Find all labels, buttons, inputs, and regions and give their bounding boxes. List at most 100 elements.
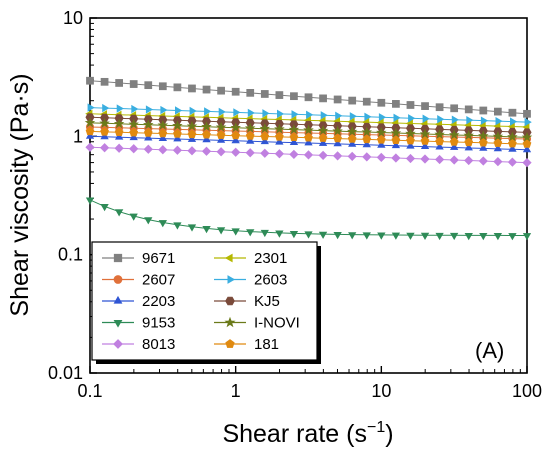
data-point	[260, 136, 269, 145]
data-point	[509, 117, 518, 126]
data-point	[393, 113, 401, 122]
data-point	[245, 148, 255, 158]
data-point	[376, 127, 387, 138]
data-point	[450, 104, 459, 113]
legend-item: 2603	[214, 272, 287, 289]
data-point	[144, 133, 153, 141]
data-point	[378, 113, 387, 122]
data-point	[158, 220, 168, 228]
data-point	[187, 129, 197, 139]
data-point	[173, 222, 182, 230]
data-point	[100, 132, 109, 140]
legend-marker	[224, 253, 233, 263]
legend-label: 2607	[142, 272, 175, 289]
legend: 9671 2607 2203 9153 8013 2301 2603 KJ5 I-NOVI 181	[91, 241, 321, 364]
data-point	[479, 106, 488, 115]
data-point	[275, 137, 284, 145]
data-point	[173, 83, 182, 92]
legend-marker	[224, 316, 236, 328]
data-point	[479, 233, 488, 241]
data-point	[435, 232, 444, 241]
data-point	[114, 127, 124, 136]
data-point	[187, 134, 197, 142]
legend-label: I-NOVI	[254, 315, 300, 332]
data-point	[231, 87, 240, 96]
x-ticks: 0.1 1 10 100	[77, 366, 542, 401]
data-point	[99, 143, 110, 153]
data-point	[392, 100, 400, 108]
data-point	[449, 137, 459, 146]
data-point	[304, 138, 313, 146]
data-point	[391, 153, 401, 163]
data-point	[435, 137, 444, 146]
data-point	[318, 231, 328, 239]
data-point	[158, 82, 167, 91]
data-point	[391, 140, 401, 149]
data-point	[85, 113, 95, 122]
data-point	[420, 136, 430, 145]
series-2603	[87, 103, 532, 127]
data-point	[333, 134, 342, 143]
data-point	[405, 128, 416, 138]
data-point	[186, 120, 198, 131]
data-point	[478, 130, 489, 141]
data-point	[434, 128, 445, 139]
data-point	[348, 96, 357, 105]
data-point	[508, 108, 517, 117]
data-point	[524, 117, 532, 127]
legend-label: KJ5	[254, 293, 280, 310]
data-point	[230, 122, 241, 133]
data-point	[390, 127, 402, 138]
data-point	[289, 231, 299, 239]
data-point	[435, 103, 444, 112]
data-point	[377, 140, 386, 148]
legend-item: I-NOVI	[214, 315, 300, 332]
data-point	[216, 135, 226, 143]
series-9153	[85, 197, 532, 241]
data-point	[480, 116, 489, 125]
data-point	[320, 111, 328, 120]
data-point	[362, 232, 371, 240]
data-point	[100, 77, 109, 86]
legend-item: 181	[214, 336, 279, 353]
data-point	[291, 110, 299, 119]
data-point	[362, 140, 371, 148]
data-point	[290, 92, 298, 101]
data-point	[493, 233, 503, 241]
x-axis-title-sup: −1	[367, 419, 385, 436]
data-point	[259, 123, 271, 134]
data-point	[377, 232, 386, 240]
data-point	[260, 229, 269, 238]
data-point	[113, 118, 125, 129]
data-point	[274, 123, 285, 134]
data-point	[204, 107, 212, 116]
data-point	[144, 217, 153, 225]
data-point	[231, 136, 240, 144]
data-point	[260, 90, 269, 98]
data-point	[202, 135, 211, 143]
legend-marker	[113, 253, 123, 263]
legend-marker	[225, 296, 235, 306]
data-point	[216, 227, 226, 235]
data-point	[85, 126, 95, 136]
data-point	[420, 141, 430, 149]
data-point	[493, 144, 503, 152]
data-point	[306, 110, 314, 120]
data-point	[288, 124, 300, 135]
data-point	[333, 139, 342, 147]
data-point	[231, 131, 241, 140]
data-point	[303, 124, 314, 135]
data-point	[129, 128, 139, 137]
data-point	[347, 151, 357, 162]
data-point	[463, 129, 474, 140]
data-point	[202, 130, 211, 139]
data-point	[508, 139, 517, 148]
data-point	[493, 138, 503, 147]
data-point	[85, 142, 95, 152]
data-point	[128, 118, 139, 129]
data-point	[437, 114, 445, 124]
legend-item: 2607	[102, 272, 175, 289]
data-point	[245, 131, 255, 140]
data-point	[158, 133, 168, 141]
data-point	[318, 133, 328, 142]
